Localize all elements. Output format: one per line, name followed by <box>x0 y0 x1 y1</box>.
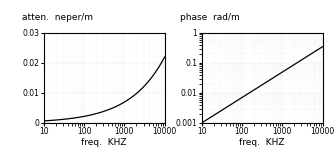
Text: phase  rad/m: phase rad/m <box>180 13 240 22</box>
X-axis label: freq.  KHZ: freq. KHZ <box>81 138 127 147</box>
X-axis label: freq.  KHZ: freq. KHZ <box>239 138 285 147</box>
Text: atten.  neper/m: atten. neper/m <box>22 13 93 22</box>
